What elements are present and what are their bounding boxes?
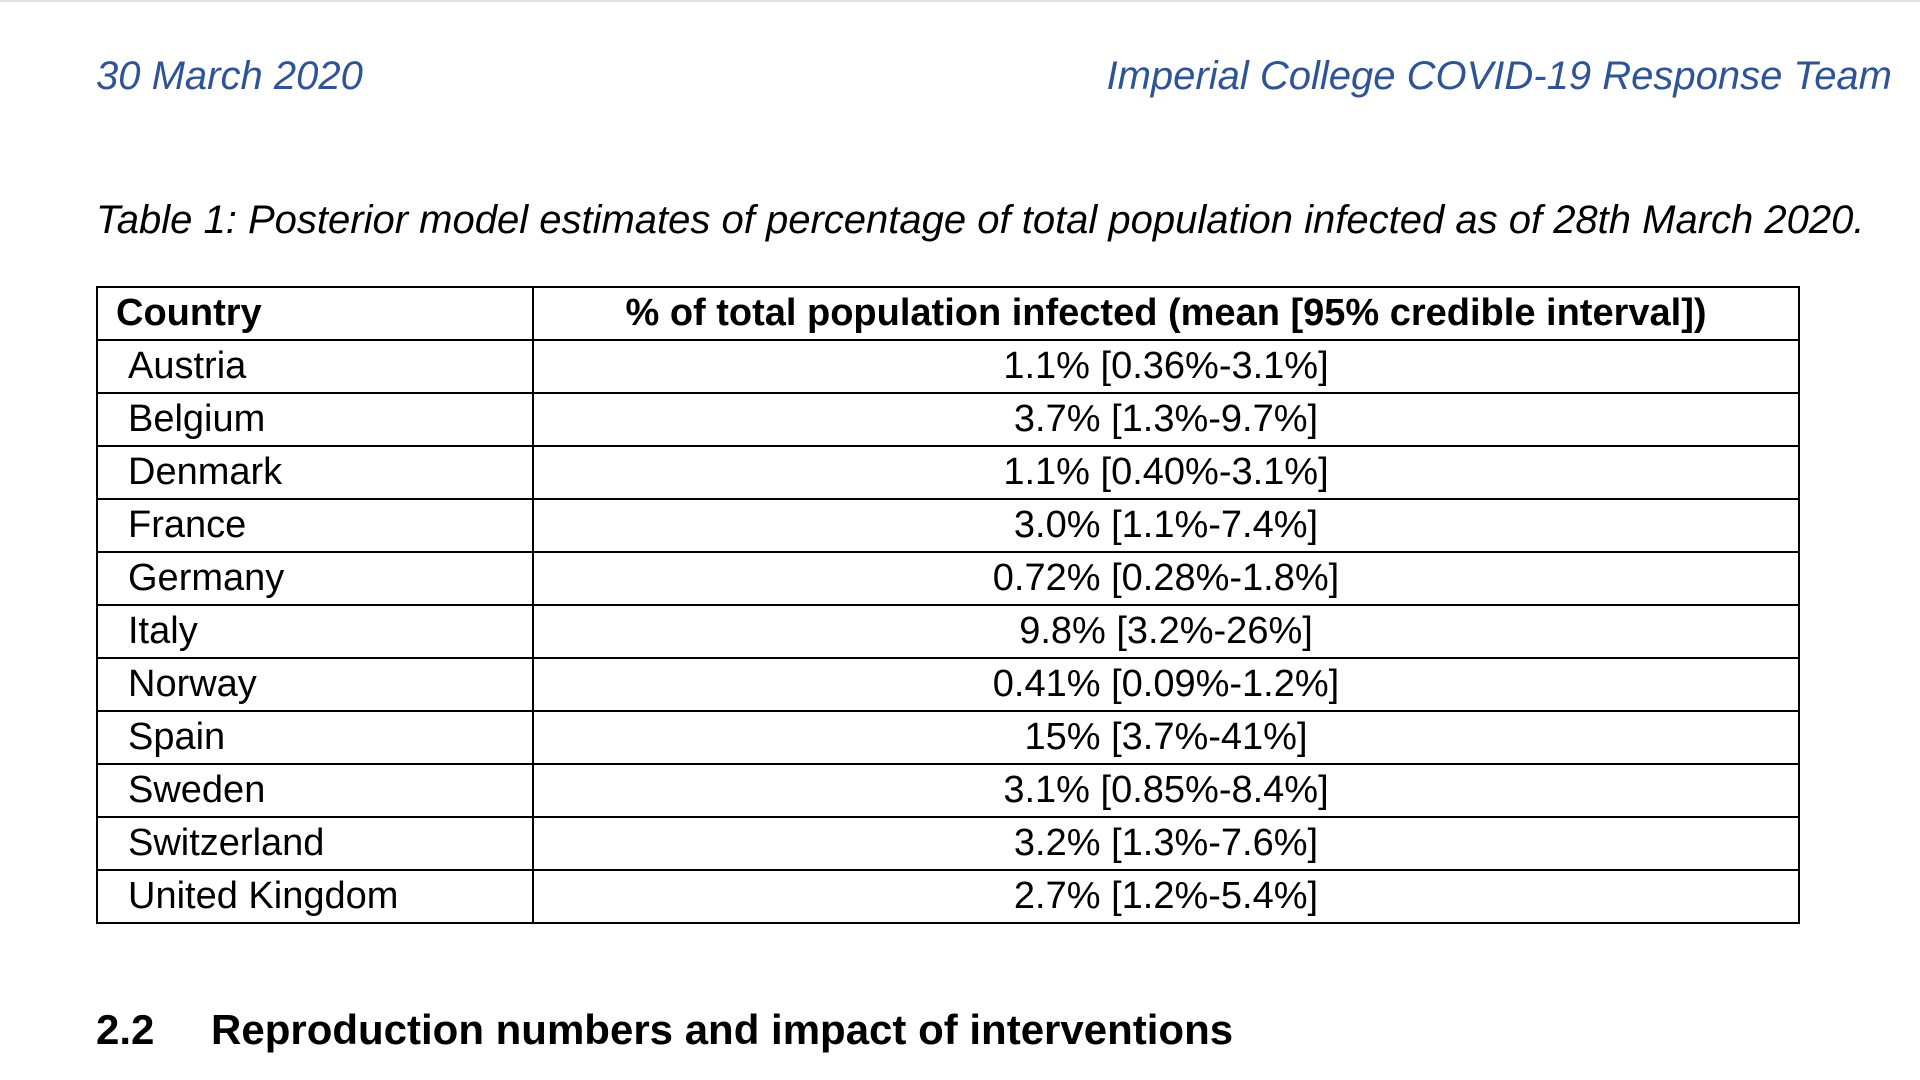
- table-row: Spain 15% [3.7%-41%]: [96, 710, 1800, 765]
- country-cell: France: [96, 498, 534, 553]
- table-row: Denmark 1.1% [0.40%-3.1%]: [96, 445, 1800, 500]
- infected-estimate-cell: 0.41% [0.09%-1.2%]: [532, 657, 1800, 712]
- column-header-infected: % of total population infected (mean [95…: [532, 286, 1800, 341]
- table-row: Italy 9.8% [3.2%-26%]: [96, 604, 1800, 659]
- country-cell: Italy: [96, 604, 534, 659]
- section-title: Reproduction numbers and impact of inter…: [211, 1006, 1234, 1053]
- section-number: 2.2: [96, 1006, 155, 1053]
- country-cell: Germany: [96, 551, 534, 606]
- infected-estimate-cell: 3.1% [0.85%-8.4%]: [532, 763, 1800, 818]
- table-row: Austria 1.1% [0.36%-3.1%]: [96, 339, 1800, 394]
- country-cell: Austria: [96, 339, 534, 394]
- infected-estimate-cell: 1.1% [0.40%-3.1%]: [532, 445, 1800, 500]
- infected-estimate-cell: 15% [3.7%-41%]: [532, 710, 1800, 765]
- infected-estimate-cell: 2.7% [1.2%-5.4%]: [532, 869, 1800, 924]
- top-divider: [0, 0, 1920, 2]
- section-heading: 2.2 Reproduction numbers and impact of in…: [96, 1004, 1233, 1056]
- infected-estimate-cell: 3.2% [1.3%-7.6%]: [532, 816, 1800, 871]
- column-header-country: Country: [96, 286, 534, 341]
- country-cell: Belgium: [96, 392, 534, 447]
- infected-estimate-cell: 0.72% [0.28%-1.8%]: [532, 551, 1800, 606]
- infected-estimate-cell: 1.1% [0.36%-3.1%]: [532, 339, 1800, 394]
- infected-estimate-cell: 3.0% [1.1%-7.4%]: [532, 498, 1800, 553]
- table-row: Sweden 3.1% [0.85%-8.4%]: [96, 763, 1800, 818]
- table-header-row: Country % of total population infected (…: [96, 286, 1800, 341]
- table-row: Switzerland 3.2% [1.3%-7.6%]: [96, 816, 1800, 871]
- table-row: France 3.0% [1.1%-7.4%]: [96, 498, 1800, 553]
- table-row: Norway 0.41% [0.09%-1.2%]: [96, 657, 1800, 712]
- table-row: United Kingdom 2.7% [1.2%-5.4%]: [96, 869, 1800, 924]
- infected-estimate-cell: 3.7% [1.3%-9.7%]: [532, 392, 1800, 447]
- infection-estimates-table: Country % of total population infected (…: [96, 286, 1800, 924]
- infected-estimate-cell: 9.8% [3.2%-26%]: [532, 604, 1800, 659]
- country-cell: Denmark: [96, 445, 534, 500]
- running-header-organization: Imperial College COVID-19 Response Team: [1106, 54, 1892, 98]
- table-row: Germany 0.72% [0.28%-1.8%]: [96, 551, 1800, 606]
- running-header-date: 30 March 2020: [96, 54, 363, 98]
- country-cell: Sweden: [96, 763, 534, 818]
- country-cell: Switzerland: [96, 816, 534, 871]
- country-cell: Spain: [96, 710, 534, 765]
- country-cell: Norway: [96, 657, 534, 712]
- table-row: Belgium 3.7% [1.3%-9.7%]: [96, 392, 1800, 447]
- table-caption: Table 1: Posterior model estimates of pe…: [96, 198, 1865, 242]
- country-cell: United Kingdom: [96, 869, 534, 924]
